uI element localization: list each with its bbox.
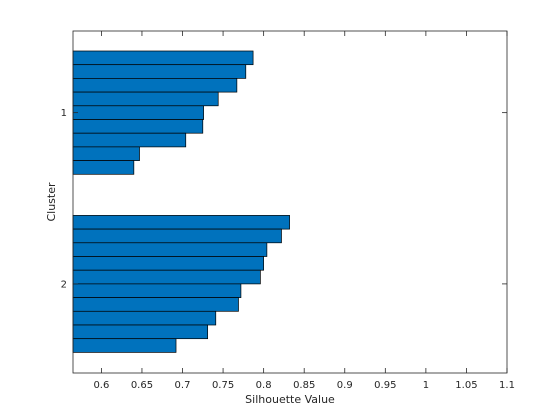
x-axis-label: Silhouette Value [245,393,335,406]
silhouette-bar [72,91,219,107]
silhouette-bar [72,160,135,175]
silhouette-bar [72,242,268,257]
silhouette-bar [72,105,204,120]
silhouette-bar [72,132,187,148]
silhouette-bar [72,119,204,134]
silhouette-bar [72,310,217,326]
x-tick-label: 1.05 [455,380,477,391]
silhouette-bar [72,297,239,312]
x-tick-label: 1 [423,380,429,391]
x-tick-label: 0.95 [374,380,396,391]
x-tick-label: 0.8 [256,380,272,391]
y-tick-label: 1 [61,108,67,119]
y-tick-label: 2 [61,279,67,290]
x-tick-label: 0.9 [337,380,353,391]
silhouette-bar [72,324,209,340]
x-tick-label: 0.7 [175,380,191,391]
silhouette-bar [72,78,238,93]
x-tick-label: 0.65 [131,380,153,391]
plot-frame [72,30,508,374]
y-axis: 12 [61,108,507,290]
silhouette-bar [72,146,140,161]
silhouette-bar [72,50,254,66]
silhouette-bar [72,338,177,353]
silhouette-bar [72,64,247,79]
x-tick-label: 0.85 [293,380,315,391]
silhouette-bar [72,256,264,271]
x-tick-label: 1.1 [499,380,515,391]
x-tick-label: 0.75 [212,380,234,391]
silhouette-bar [72,283,242,298]
x-axis: 0.6 0.65 0.7 0.75 0.8 0.85 0.9 0.95 1 1.05 1.1 [93,31,515,391]
x-tick-label: 0.6 [93,380,109,391]
silhouette-bar [72,269,261,285]
silhouette-bar [72,228,282,244]
silhouette-bar [72,215,290,230]
y-axis-label: Cluster [45,182,58,222]
